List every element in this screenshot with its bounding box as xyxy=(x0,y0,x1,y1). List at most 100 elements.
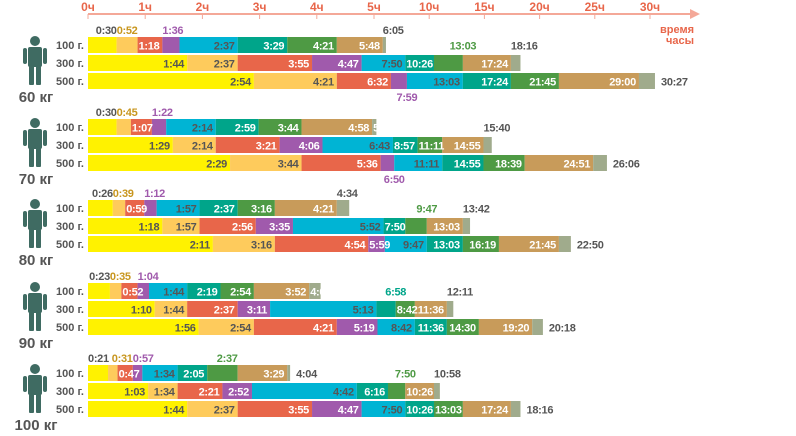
data-label: 2:19 xyxy=(197,287,218,299)
data-label: 6:50 xyxy=(384,174,405,186)
bar-segment xyxy=(382,37,386,53)
data-label: 0:59 xyxy=(126,204,147,216)
data-label: 5:36 xyxy=(357,159,378,171)
bar-segment xyxy=(149,283,188,299)
bar-segment xyxy=(462,401,511,417)
data-label: 2:54 xyxy=(230,77,252,89)
data-label: 0:47 xyxy=(119,369,140,381)
bar-segment xyxy=(394,155,443,171)
bar-segment xyxy=(462,73,511,89)
dose-row: 100 г. 0:52 1:44 2:19 2:54 3:52 4:04 0:23 0:35 1:… xyxy=(56,271,332,299)
dose-row: 300 г. 1:29 2:14 3:21 4:06 6:43 8:57 11:11 14:55… xyxy=(56,123,511,153)
data-label: 1:44 xyxy=(163,287,185,299)
bar-segment xyxy=(361,55,406,71)
dose-row: 100 г. 0:59 1:57 2:37 3:16 4:21 0:26 0:39 1:12 4:… xyxy=(56,188,359,216)
data-label: 2:54 xyxy=(230,323,252,335)
bar-segment xyxy=(177,383,223,399)
data-label: 1:04 xyxy=(138,271,160,283)
bar-segment xyxy=(88,137,173,153)
bar-segment xyxy=(405,55,434,71)
bar-segment xyxy=(433,401,463,417)
data-label: 1:44 xyxy=(163,59,185,71)
data-label: 2:11 xyxy=(190,240,210,252)
person-icon xyxy=(23,199,47,248)
data-label: 1:12 xyxy=(144,188,165,200)
bar-segment xyxy=(253,319,337,335)
data-label: 8:42 xyxy=(397,305,418,317)
bar-segment xyxy=(125,200,145,216)
weight-group: 70 кг 100 г. 1:07 2:14 2:59 3:44 4:58 5:13 0:30 0… xyxy=(19,107,640,188)
bar-segment xyxy=(109,283,122,299)
bar-segment xyxy=(237,37,288,53)
bar-segment xyxy=(387,383,406,399)
bar-segment xyxy=(179,37,238,53)
dose-label: 100 г. xyxy=(56,286,84,298)
bar-segment xyxy=(417,137,443,153)
data-label: 29:00 xyxy=(609,77,636,89)
data-label: 13:03 xyxy=(433,240,460,252)
bar-segment xyxy=(172,137,216,153)
bar-segment xyxy=(88,119,117,135)
bar-segment xyxy=(253,283,310,299)
data-label: 22:50 xyxy=(577,240,604,252)
bar-segment xyxy=(121,283,138,299)
bar-segment xyxy=(88,236,213,252)
bar-segment xyxy=(270,301,377,317)
data-label: 19:20 xyxy=(503,323,530,335)
data-label: 4:42 xyxy=(333,387,354,399)
data-label: 3:44 xyxy=(278,159,300,171)
bar-segment xyxy=(255,218,293,234)
bar-segment xyxy=(462,236,499,252)
bar-segment xyxy=(132,365,143,381)
data-label: 4:47 xyxy=(338,59,359,71)
axis-tick-label: 25ч xyxy=(585,0,605,14)
data-label: 11:36 xyxy=(418,323,444,335)
data-label: 3:29 xyxy=(263,369,284,381)
data-label: 5:59 xyxy=(369,240,390,252)
dose-row: 500 г. 2:29 3:44 5:36 11:11 14:55 18:39 24:51 26… xyxy=(56,155,640,186)
data-label: 14:30 xyxy=(449,323,476,335)
data-label: 17:24 xyxy=(481,77,509,89)
data-label: 3:55 xyxy=(288,59,309,71)
bar-segment xyxy=(215,137,280,153)
weight-label: 80 кг xyxy=(19,252,54,269)
bar-segment xyxy=(336,37,383,53)
data-label: 1:10 xyxy=(131,305,152,317)
axis-tick-label: 4ч xyxy=(310,0,324,14)
data-label: 13:03 xyxy=(433,77,460,89)
axis-tick-label: 3ч xyxy=(253,0,267,14)
data-label: 26:06 xyxy=(613,159,640,171)
data-label: 11:36 xyxy=(418,305,444,317)
data-label: 0:23 xyxy=(89,271,110,283)
bar-segment xyxy=(510,55,521,71)
dose-label: 500 г. xyxy=(56,158,84,170)
data-label: 1:44 xyxy=(163,405,185,417)
data-label: 0:39 xyxy=(113,188,134,200)
weight-group: 90 кг 100 г. 0:52 1:44 2:19 2:54 3:52 4:04 0:23 0… xyxy=(19,271,576,352)
dose-row: 300 г. 1:18 1:57 2:56 3:35 5:52 7:50 13:03 9:47 1… xyxy=(56,204,490,234)
data-label: 10:26 xyxy=(406,387,433,399)
axis-tick-label: 5ч xyxy=(367,0,381,14)
weight-group: 100 кг 100 г. 0:47 1:34 2:05 3:29 4:04 0:21 0:31… xyxy=(15,353,554,434)
data-label: 2:37 xyxy=(214,204,235,216)
data-label: 30:27 xyxy=(661,77,688,89)
bar-segment xyxy=(251,383,357,399)
dose-label: 500 г. xyxy=(56,239,84,251)
data-label: 0:30 xyxy=(96,107,117,119)
data-label: 3:16 xyxy=(251,204,272,216)
bar-segment xyxy=(414,319,447,335)
bar-segment xyxy=(237,55,313,71)
data-label: 21:45 xyxy=(529,240,556,252)
data-label: 14:55 xyxy=(454,141,481,153)
bar-segment xyxy=(237,301,271,317)
data-label: 0:31 xyxy=(112,353,133,365)
data-label: 2:37 xyxy=(214,41,235,53)
data-label: 2:37 xyxy=(217,353,238,365)
bar-segment xyxy=(187,55,238,71)
data-label: 3:11 xyxy=(247,305,267,317)
dose-label: 300 г. xyxy=(56,58,84,70)
bar-segment xyxy=(198,319,254,335)
data-label: 5:13 xyxy=(353,305,374,317)
